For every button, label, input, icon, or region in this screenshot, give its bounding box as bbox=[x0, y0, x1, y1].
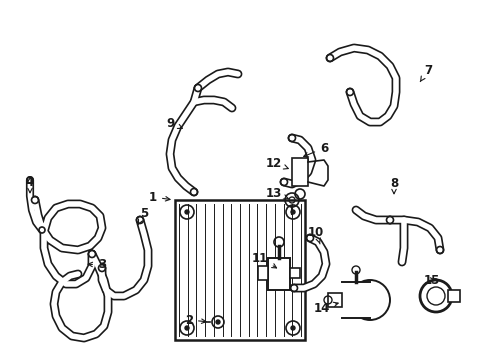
Text: 9: 9 bbox=[166, 117, 182, 130]
Text: 11: 11 bbox=[251, 252, 276, 268]
Text: 8: 8 bbox=[389, 176, 397, 194]
Bar bbox=[291, 158, 307, 186]
Bar bbox=[447, 290, 459, 302]
Circle shape bbox=[184, 326, 189, 330]
Circle shape bbox=[184, 210, 189, 214]
Bar bbox=[258, 266, 267, 280]
Text: 7: 7 bbox=[419, 63, 431, 82]
Text: 3: 3 bbox=[88, 258, 106, 271]
Text: 15: 15 bbox=[423, 274, 439, 287]
Bar bbox=[341, 282, 369, 318]
Bar bbox=[289, 268, 299, 278]
Bar bbox=[327, 293, 341, 307]
Text: 13: 13 bbox=[265, 186, 287, 199]
Bar bbox=[267, 258, 289, 290]
Text: 5: 5 bbox=[138, 207, 148, 225]
Text: 10: 10 bbox=[307, 225, 324, 244]
Bar bbox=[175, 200, 305, 340]
Circle shape bbox=[290, 210, 294, 214]
Text: 2: 2 bbox=[184, 314, 205, 327]
Text: 6: 6 bbox=[303, 141, 327, 157]
Circle shape bbox=[216, 320, 220, 324]
Text: 4: 4 bbox=[26, 176, 34, 193]
Circle shape bbox=[290, 326, 294, 330]
Text: 14: 14 bbox=[313, 302, 338, 315]
Text: 12: 12 bbox=[265, 157, 287, 170]
Text: 1: 1 bbox=[148, 190, 170, 203]
